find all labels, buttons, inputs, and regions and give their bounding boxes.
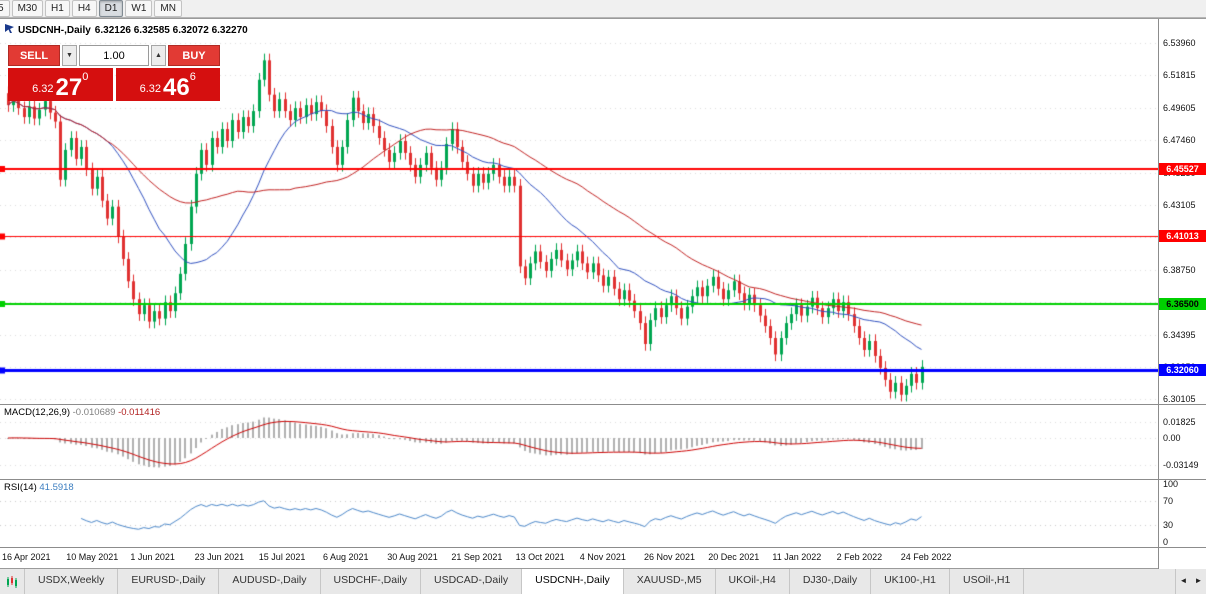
chart-symbol-icon — [5, 24, 14, 36]
chart-title-symbol: USDCNH-,Daily — [18, 24, 91, 36]
time-axis-label: 30 Aug 2021 — [387, 552, 438, 562]
chart-tab-usdcnh-daily[interactable]: USDCNH-,Daily — [522, 569, 624, 594]
rsi-pane-separator[interactable] — [0, 479, 1206, 480]
time-axis-label: 6 Aug 2021 — [323, 552, 369, 562]
bid-price-small: 6.32 — [32, 83, 54, 95]
ask-price-big: 46 — [163, 74, 190, 101]
price-axis-label: 6.49605 — [1163, 103, 1196, 114]
timeframe-button-W1[interactable]: W1 — [125, 0, 153, 17]
price-level-tag: 6.36500 — [1159, 297, 1206, 310]
chart-tab-usdx-weekly[interactable]: USDX,Weekly — [25, 569, 119, 594]
price-axis-label: 6.34395 — [1163, 330, 1196, 341]
time-axis-label: 13 Oct 2021 — [515, 552, 565, 562]
bid-price-big: 27 — [55, 74, 83, 101]
ask-price-small: 6.32 — [139, 83, 162, 95]
macd-pane-separator[interactable] — [0, 404, 1206, 405]
price-axis-label: 6.38750 — [1163, 265, 1196, 276]
time-axis-label: 21 Sep 2021 — [451, 552, 503, 562]
macd-axis-label: 0.00 — [1163, 433, 1181, 443]
price-axis-label: 6.43105 — [1163, 200, 1196, 211]
chart-title-quotes: 6.32126 6.32585 6.32072 6.32270 — [94, 24, 248, 36]
buy-button[interactable]: BUY — [168, 45, 220, 66]
chart-tab-usdcad-daily[interactable]: USDCAD-,Daily — [421, 569, 523, 594]
timeframe-button-H4[interactable]: H4 — [71, 0, 97, 17]
ask-price-panel[interactable]: 6.32 46 6 — [115, 68, 220, 101]
timeframe-toolbar: 5 M30 H1 H4 D1 W1 MN — [0, 0, 1206, 18]
chart-tab-icon[interactable] — [0, 569, 25, 594]
price-chart-canvas[interactable] — [0, 19, 1158, 569]
volume-decrease-button[interactable]: ▼ — [62, 45, 77, 66]
macd-value: -0.010689 — [72, 407, 116, 418]
price-axis-label: 6.53960 — [1163, 38, 1196, 49]
time-axis-label: 1 Jun 2021 — [130, 552, 175, 562]
timeframe-button-5[interactable]: 5 — [0, 0, 10, 17]
rsi-axis-label: 100 — [1163, 479, 1179, 489]
price-axis-label: 6.30105 — [1163, 394, 1196, 405]
time-axis-label: 16 Apr 2021 — [2, 552, 51, 562]
price-level-tag: 6.41013 — [1159, 230, 1206, 243]
chart-tab-usoil-h1[interactable]: USOil-,H1 — [950, 569, 1025, 594]
macd-axis-label: 0.01825 — [1163, 417, 1196, 428]
tab-scroll-right-button[interactable]: ► — [1194, 576, 1203, 585]
chart-tab-eurusd-daily[interactable]: EURUSD-,Daily — [118, 569, 220, 594]
sell-button[interactable]: SELL — [8, 45, 60, 66]
price-level-tag: 6.32060 — [1159, 363, 1206, 376]
time-axis-label: 20 Dec 2021 — [708, 552, 760, 562]
chart-tabs-bar: USDX,Weekly EURUSD-,Daily AUDUSD-,Daily USD… — [0, 568, 1206, 594]
chart-tab-xauusd-m5[interactable]: XAUUSD-,M5 — [624, 569, 716, 594]
time-axis-label: 4 Nov 2021 — [579, 552, 626, 562]
chevron-up-icon: ▲ — [155, 52, 162, 59]
rsi-axis-label: 30 — [1163, 519, 1174, 530]
time-axis-label: 15 Jul 2021 — [258, 552, 306, 562]
rsi-value: 41.5918 — [39, 482, 74, 493]
time-axis-label: 23 Jun 2021 — [194, 552, 245, 562]
price-level-tag: 6.45527 — [1159, 162, 1206, 175]
rsi-indicator-label: RSI(14) 41.5918 — [4, 482, 74, 493]
time-axis-label: 24 Feb 2022 — [900, 552, 952, 562]
chart-tab-audusd-daily[interactable]: AUDUSD-,Daily — [219, 569, 321, 594]
rsi-axis-label: 0 — [1163, 537, 1169, 547]
timeframe-button-D1[interactable]: D1 — [98, 0, 124, 17]
macd-indicator-label: MACD(12,26,9) -0.010689 -0.011416 — [4, 407, 161, 418]
price-axis[interactable]: 6.539606.518156.496056.474606.452506.431… — [1158, 19, 1206, 569]
tab-scroll-left-button[interactable]: ◄ — [1175, 569, 1191, 594]
timeframe-button-M30[interactable]: M30 — [11, 0, 44, 17]
rsi-axis-label: 70 — [1163, 496, 1174, 507]
volume-increase-button[interactable]: ▲ — [151, 45, 166, 66]
time-axis-label: 26 Nov 2021 — [644, 552, 696, 562]
chart-title: USDCNH-,Daily 6.32126 6.32585 6.32072 6.… — [5, 24, 248, 36]
chart-window: 6.539606.518156.496056.474606.452506.431… — [0, 18, 1206, 569]
volume-input[interactable] — [79, 45, 149, 66]
chart-tab-uk100-h1[interactable]: UK100-,H1 — [871, 569, 951, 594]
time-axis-label: 2 Feb 2022 — [836, 552, 883, 562]
chart-tab-dj30-daily[interactable]: DJ30-,Daily — [790, 569, 872, 594]
time-axis-label: 10 May 2021 — [66, 552, 119, 562]
ask-price-sup: 6 — [189, 71, 196, 83]
price-axis-label: 6.51815 — [1163, 70, 1196, 81]
chevron-down-icon: ▼ — [66, 52, 73, 59]
bid-price-panel[interactable]: 6.32 27 0 — [8, 68, 113, 101]
macd-axis-label: -0.03149 — [1163, 460, 1199, 471]
time-axis-separator — [0, 547, 1206, 548]
price-axis-label: 6.47460 — [1163, 135, 1196, 146]
timeframe-button-H1[interactable]: H1 — [45, 0, 70, 17]
time-axis-label: 11 Jan 2022 — [772, 552, 822, 562]
bid-price-sup: 0 — [82, 71, 89, 83]
macd-signal-value: -0.011416 — [118, 407, 161, 418]
chart-tab-usdchf-daily[interactable]: USDCHF-,Daily — [321, 569, 422, 594]
chart-tab-ukoil-h4[interactable]: UKOil-,H4 — [716, 569, 790, 594]
timeframe-button-MN[interactable]: MN — [154, 0, 182, 17]
